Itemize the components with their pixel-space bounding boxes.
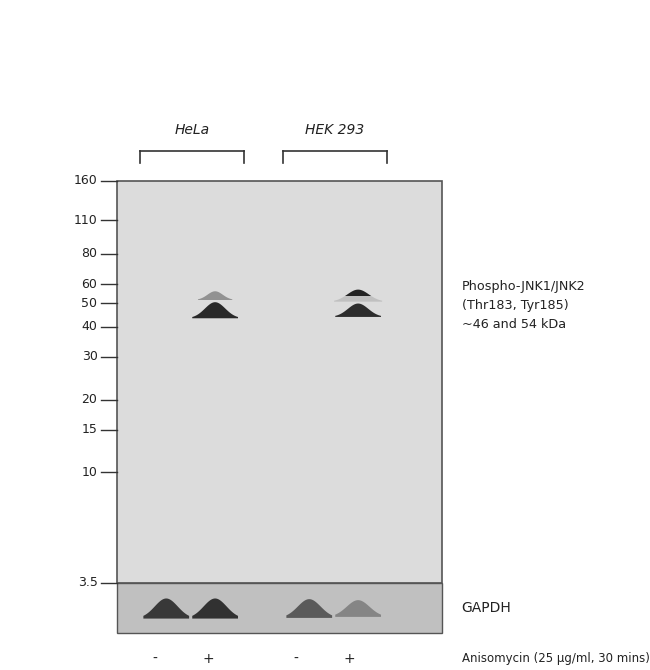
Text: 3.5: 3.5 (77, 576, 98, 590)
Text: +: + (344, 652, 356, 665)
Text: 50: 50 (81, 297, 98, 310)
Text: Phospho-JNK1/JNK2
(Thr183, Tyr185)
~46 and 54 kDa: Phospho-JNK1/JNK2 (Thr183, Tyr185) ~46 a… (462, 280, 585, 331)
Text: -: - (152, 652, 157, 665)
Text: 15: 15 (82, 423, 98, 436)
Text: 160: 160 (73, 174, 98, 188)
Text: 20: 20 (82, 393, 98, 406)
Text: HEK 293: HEK 293 (305, 123, 365, 137)
Text: +: + (202, 652, 214, 665)
Text: 60: 60 (82, 277, 98, 291)
Text: HeLa: HeLa (174, 123, 209, 137)
Text: 30: 30 (82, 350, 98, 363)
Text: GAPDH: GAPDH (462, 601, 512, 615)
Text: 40: 40 (82, 320, 98, 333)
Text: -: - (293, 652, 298, 665)
Text: Anisomycin (25 μg/ml, 30 mins): Anisomycin (25 μg/ml, 30 mins) (462, 652, 649, 665)
Bar (117, 181, 442, 583)
Text: 110: 110 (73, 214, 98, 227)
Bar (117, 583, 442, 633)
Text: 80: 80 (81, 247, 98, 261)
Text: 10: 10 (82, 466, 98, 479)
